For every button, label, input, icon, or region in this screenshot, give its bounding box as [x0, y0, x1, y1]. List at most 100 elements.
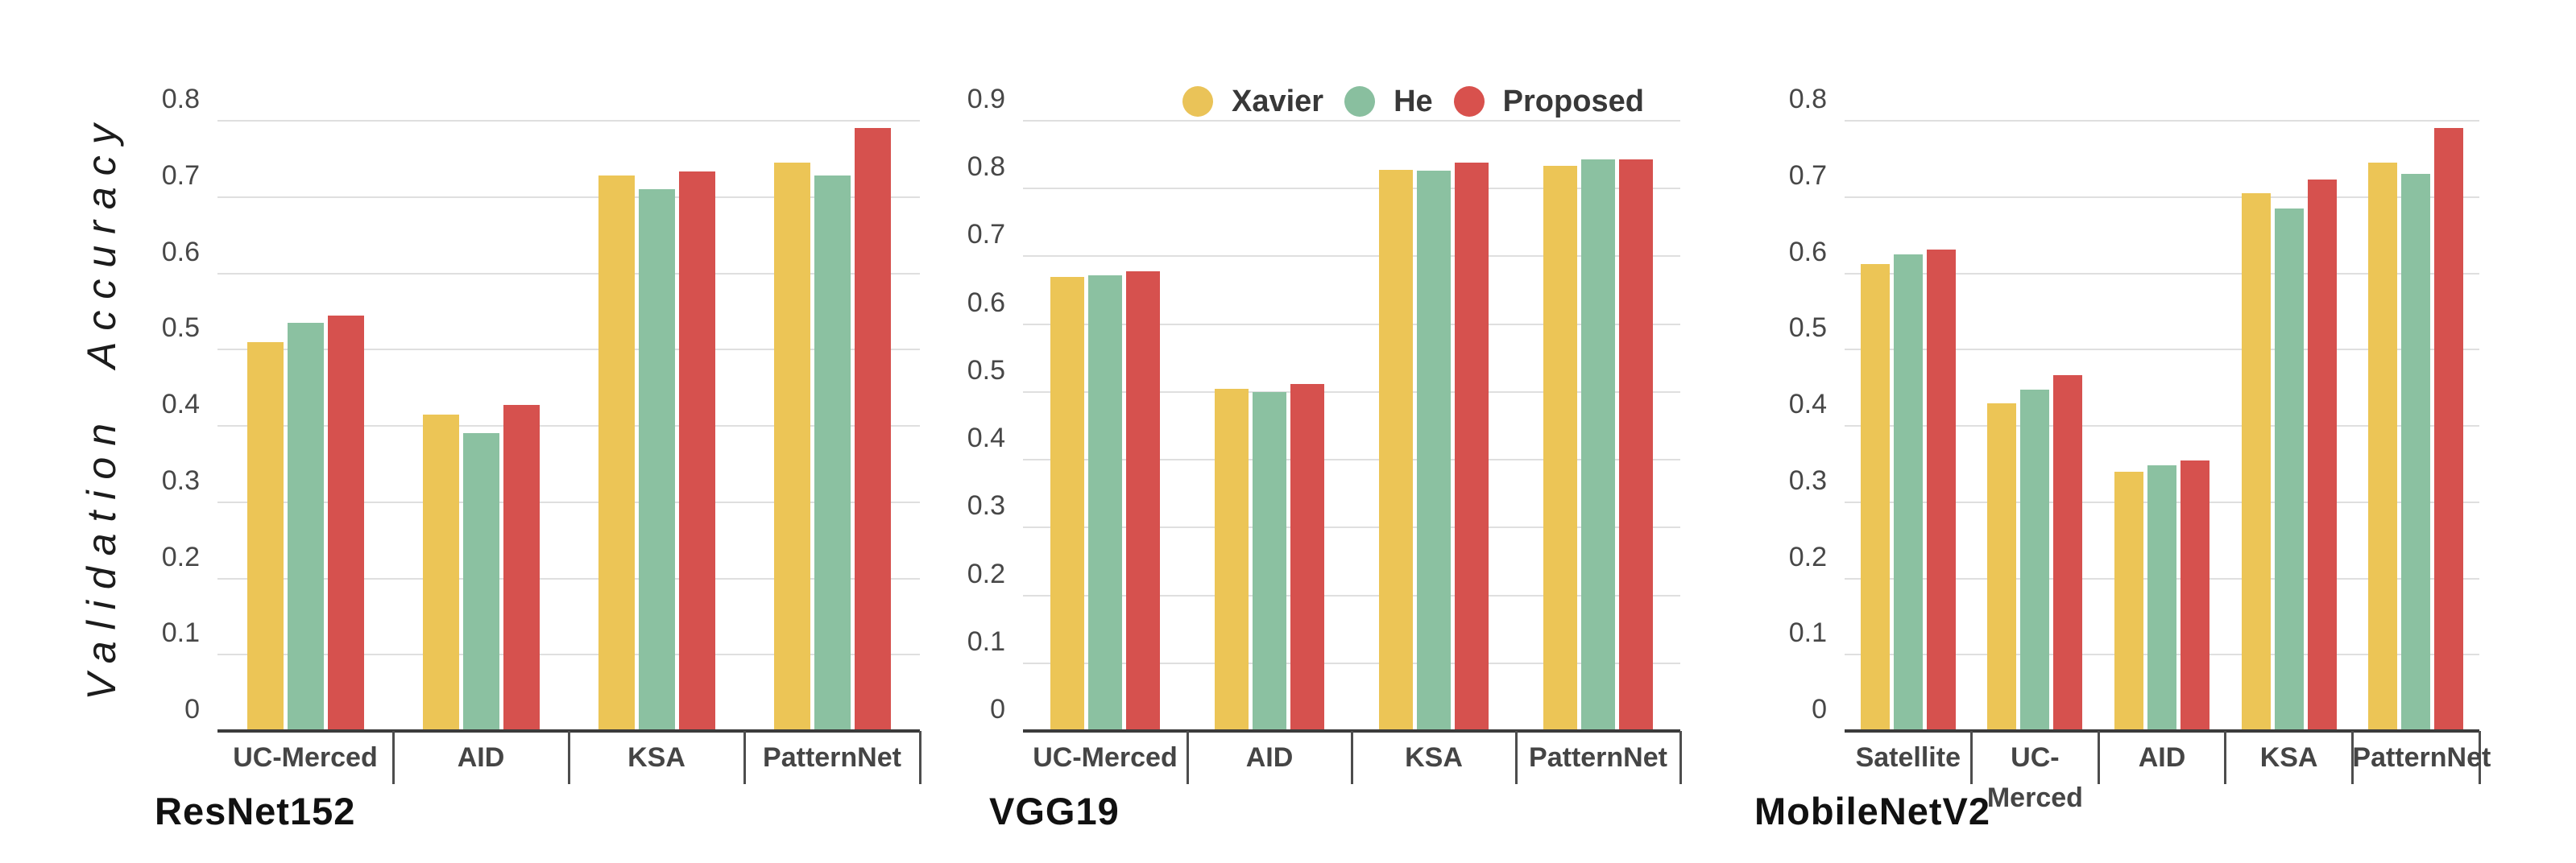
- gridline: [1023, 188, 1680, 190]
- bar-xavier-uc-merced: [246, 341, 284, 731]
- bar-xavier-ksa: [598, 175, 635, 731]
- x-label-uc-merced: UC-Merced: [233, 742, 378, 773]
- bar-xavier-uc-merced: [1050, 276, 1084, 731]
- bar-he-ksa: [2274, 208, 2304, 731]
- bar-he-patternnet: [814, 175, 851, 731]
- legend-swatch-he-icon: [1344, 86, 1376, 117]
- gridline: [217, 577, 920, 580]
- bar-proposed-aid: [2180, 460, 2209, 731]
- y-tick-0: 0: [1812, 694, 1827, 725]
- x-axis-tick: [2097, 731, 2100, 784]
- gridline: [1023, 526, 1680, 529]
- gridline: [217, 501, 920, 503]
- x-label-ksa: KSA: [2259, 742, 2318, 773]
- x-label-patternnet: PatternNet: [763, 742, 901, 773]
- gridline: [217, 349, 920, 351]
- y-tick-0.7: 0.7: [967, 219, 1005, 250]
- x-label-satellite: Satellite: [1855, 742, 1961, 773]
- legend: Xavier He Proposed: [1182, 84, 1644, 119]
- y-tick-0.6: 0.6: [967, 287, 1005, 318]
- bar-proposed-patternnet: [1619, 159, 1653, 731]
- bar-xavier-patternnet: [2368, 163, 2398, 731]
- bar-he-uc-merced: [287, 323, 324, 731]
- bar-proposed-ksa: [678, 171, 715, 731]
- bar-he-ksa: [638, 189, 675, 731]
- y-tick-0.4: 0.4: [967, 423, 1005, 454]
- bar-proposed-aid: [503, 405, 540, 731]
- legend-label: Xavier: [1232, 85, 1324, 118]
- y-tick-0: 0: [184, 694, 200, 725]
- y-tick-0.3: 0.3: [967, 490, 1005, 522]
- x-axis-tick: [391, 731, 395, 784]
- x-label-aid: AID: [457, 742, 505, 773]
- y-tick-0.5: 0.5: [1788, 312, 1827, 344]
- y-tick-0.2: 0.2: [967, 558, 1005, 589]
- gridline: [1845, 120, 2479, 122]
- gridline: [1023, 459, 1680, 461]
- y-tick-0.7: 0.7: [161, 159, 200, 191]
- y-tick-0.1: 0.1: [967, 626, 1005, 657]
- gridline: [1023, 323, 1680, 325]
- legend-item-proposed: Proposed: [1453, 84, 1644, 119]
- bar-proposed-patternnet: [2434, 128, 2464, 731]
- y-tick-0.1: 0.1: [1788, 617, 1827, 649]
- bar-he-satellite: [1893, 254, 1923, 731]
- y-tick-0.5: 0.5: [161, 312, 200, 344]
- y-tick-0.5: 0.5: [967, 354, 1005, 386]
- x-axis-tick: [743, 731, 746, 784]
- bar-proposed-uc-merced: [1126, 270, 1160, 731]
- x-axis-tick: [567, 731, 570, 784]
- x-axis-tick: [1186, 731, 1189, 784]
- bar-proposed-ksa: [2307, 179, 2337, 731]
- gridline: [217, 425, 920, 427]
- y-tick-0: 0: [990, 694, 1005, 725]
- gridline: [1023, 390, 1680, 393]
- bar-he-uc-merced: [1088, 275, 1122, 731]
- legend-label: He: [1394, 85, 1433, 118]
- x-axis-tick: [1970, 731, 1973, 784]
- bar-xavier-aid: [2114, 471, 2143, 731]
- legend-swatch-proposed-icon: [1453, 86, 1485, 117]
- gridline: [1845, 272, 2479, 275]
- bar-he-aid: [2147, 465, 2176, 731]
- y-tick-0.7: 0.7: [1788, 159, 1827, 191]
- bar-proposed-aid: [1290, 383, 1324, 731]
- legend-label: Proposed: [1502, 85, 1644, 118]
- x-axis-tick: [918, 731, 921, 784]
- y-tick-0.4: 0.4: [1788, 389, 1827, 419]
- x-label-aid: AID: [1245, 742, 1294, 773]
- bar-proposed-uc-merced: [327, 315, 364, 731]
- x-label-uc-merced: UC-Merced: [1033, 742, 1178, 773]
- y-tick-0.6: 0.6: [1788, 236, 1827, 267]
- bar-proposed-satellite: [1926, 250, 1956, 731]
- legend-item-xavier: Xavier: [1182, 84, 1323, 119]
- y-tick-0.2: 0.2: [161, 541, 200, 572]
- chart-title-vgg19: VGG19: [989, 790, 1120, 832]
- y-tick-0.1: 0.1: [161, 617, 200, 649]
- bar-proposed-patternnet: [854, 128, 891, 731]
- y-tick-0.8: 0.8: [161, 84, 200, 114]
- legend-swatch-xavier-icon: [1182, 86, 1213, 117]
- gridline: [217, 272, 920, 275]
- x-label-uc-merced: UC-Merced: [1986, 742, 2083, 813]
- gridline: [1023, 594, 1680, 597]
- x-axis-tick: [1679, 731, 1682, 784]
- x-label-ksa: KSA: [1405, 742, 1463, 773]
- x-axis-line: [1845, 729, 2479, 733]
- x-label-aid: AID: [2138, 742, 2186, 773]
- bar-xavier-uc-merced: [1987, 403, 2017, 731]
- gridline: [1845, 425, 2479, 427]
- x-label-patternnet: PatternNet: [1529, 742, 1667, 773]
- bar-xavier-satellite: [1860, 264, 1890, 731]
- gridline: [1023, 255, 1680, 258]
- chart-title-resnet152: ResNet152: [155, 790, 356, 832]
- gridline: [1023, 662, 1680, 664]
- bar-he-aid: [462, 433, 499, 731]
- y-tick-0.8: 0.8: [967, 151, 1005, 183]
- y-tick-0.3: 0.3: [161, 465, 200, 496]
- bar-he-patternnet: [1581, 159, 1615, 731]
- x-axis-tick: [1350, 731, 1353, 784]
- bar-xavier-aid: [422, 414, 459, 731]
